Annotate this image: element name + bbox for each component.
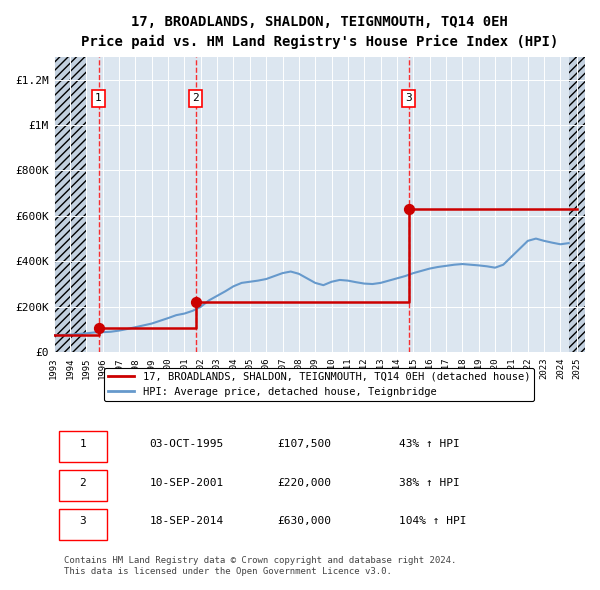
FancyBboxPatch shape [59, 431, 107, 462]
Point [404, 204, 413, 214]
Legend: 17, BROADLANDS, SHALDON, TEIGNMOUTH, TQ14 0EH (detached house), HPI: Average pri: 17, BROADLANDS, SHALDON, TEIGNMOUTH, TQ1… [104, 368, 535, 401]
Text: 2: 2 [79, 478, 86, 488]
Text: £630,000: £630,000 [277, 516, 331, 526]
Title: 17, BROADLANDS, SHALDON, TEIGNMOUTH, TQ14 0EH
Price paid vs. HM Land Registry's : 17, BROADLANDS, SHALDON, TEIGNMOUTH, TQ1… [80, 15, 558, 49]
FancyBboxPatch shape [59, 470, 107, 501]
Text: Contains HM Land Registry data © Crown copyright and database right 2024.
This d: Contains HM Land Registry data © Crown c… [64, 556, 457, 576]
FancyBboxPatch shape [59, 509, 107, 539]
Text: 03-OCT-1995: 03-OCT-1995 [149, 439, 224, 449]
Text: 10-SEP-2001: 10-SEP-2001 [149, 478, 224, 488]
Text: 3: 3 [79, 516, 86, 526]
Text: 3: 3 [405, 93, 412, 103]
Text: 1: 1 [95, 93, 102, 103]
Text: 38% ↑ HPI: 38% ↑ HPI [399, 478, 460, 488]
Text: 104% ↑ HPI: 104% ↑ HPI [399, 516, 467, 526]
Text: £220,000: £220,000 [277, 478, 331, 488]
Point [191, 297, 200, 307]
Text: 1: 1 [79, 439, 86, 449]
Bar [569, 57, 585, 352]
Point [94, 323, 103, 333]
Bar [53, 57, 86, 352]
Text: 2: 2 [193, 93, 199, 103]
Text: 43% ↑ HPI: 43% ↑ HPI [399, 439, 460, 449]
Text: £107,500: £107,500 [277, 439, 331, 449]
Text: 18-SEP-2014: 18-SEP-2014 [149, 516, 224, 526]
